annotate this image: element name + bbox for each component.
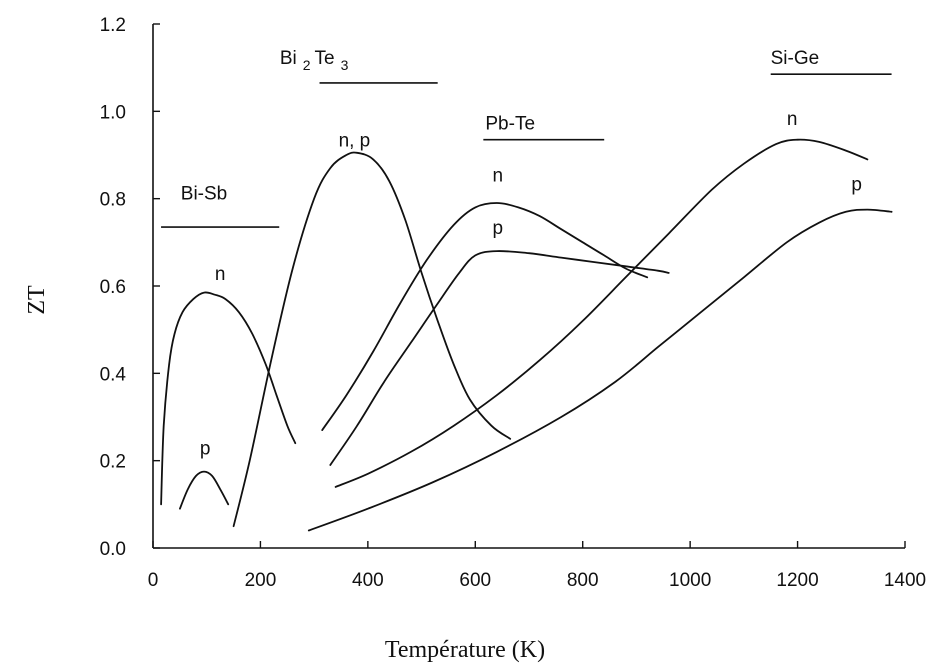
x-tick-label-5: 1000 bbox=[669, 570, 711, 591]
series-label-pb-te-4: p bbox=[493, 218, 504, 239]
group-label-text: Pb-Te bbox=[485, 114, 535, 135]
group-label-subscript: 2 bbox=[303, 57, 311, 73]
x-tick-label-2: 400 bbox=[352, 570, 384, 591]
x-axis-title: Température (K) bbox=[385, 637, 545, 663]
series-line-si-ge-5 bbox=[334, 138, 869, 488]
curves bbox=[160, 138, 893, 532]
series-label-bi2te3-2: n, p bbox=[339, 131, 371, 152]
series-label-bi-sb-1: p bbox=[200, 439, 211, 460]
series-label-si-ge-5: n bbox=[787, 109, 798, 130]
y-axis-title: ZT bbox=[24, 285, 50, 315]
group-label-bi-sb: Bi-Sb bbox=[181, 184, 227, 205]
group-label-text: Te bbox=[315, 48, 335, 69]
y-tick-label-5: 1.0 bbox=[100, 102, 126, 123]
axes bbox=[152, 24, 905, 549]
group-label-text: Bi bbox=[280, 48, 297, 69]
group-label-bite: Bi 2 Te 3 bbox=[280, 48, 349, 73]
series-label-pb-te-3: n bbox=[493, 166, 504, 187]
y-tick-label-3: 0.6 bbox=[100, 277, 126, 298]
series-label-bi-sb-0: n bbox=[215, 264, 226, 285]
group-label-text: Bi-Sb bbox=[181, 184, 227, 205]
x-tick-label-4: 800 bbox=[567, 570, 599, 591]
x-tick-label-7: 1400 bbox=[884, 570, 926, 591]
series-line-bi2te3-2 bbox=[232, 151, 512, 528]
y-tick-label-6: 1.2 bbox=[100, 15, 126, 36]
series-line-pb-te-3 bbox=[321, 202, 649, 431]
x-tick-label-1: 200 bbox=[245, 570, 277, 591]
series-line-bi-sb-0 bbox=[160, 291, 297, 506]
y-tick-label-2: 0.4 bbox=[100, 364, 127, 385]
series-label-si-ge-6: p bbox=[851, 174, 862, 195]
series-line-pb-te-4 bbox=[329, 250, 670, 466]
x-tick-label-0: 0 bbox=[148, 570, 159, 591]
x-tick-label-6: 1200 bbox=[776, 570, 818, 591]
group-label-subscript: 3 bbox=[341, 57, 349, 73]
y-tick-label-1: 0.2 bbox=[100, 452, 126, 473]
ticks: 0 200 400 600 800 1000 1200 1400 0.0 0.2 0.4 0.6 0.8… bbox=[100, 15, 927, 591]
group-label-text: Si-Ge bbox=[771, 48, 820, 69]
group-label-pb-te: Pb-Te bbox=[485, 114, 535, 135]
series-line-bi-sb-1 bbox=[179, 470, 230, 510]
annotations: n p n, p n p n p Bi-Sb Bi 2 Te 3 Pb-Te Si-Ge bbox=[161, 48, 892, 460]
x-tick-label-3: 600 bbox=[459, 570, 491, 591]
y-tick-label-4: 0.8 bbox=[100, 190, 126, 211]
group-label-si-ge: Si-Ge bbox=[771, 48, 820, 69]
series-line-si-ge-6 bbox=[307, 208, 893, 532]
y-tick-label-0: 0.0 bbox=[100, 539, 126, 560]
